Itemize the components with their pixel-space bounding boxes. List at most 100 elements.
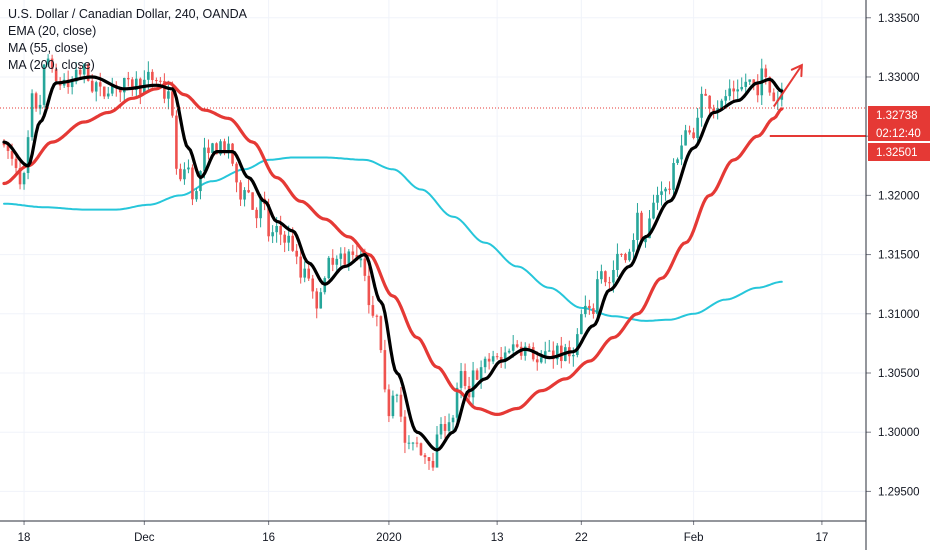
candle-body xyxy=(596,279,599,314)
candle-body xyxy=(339,253,343,259)
candle-body xyxy=(632,240,635,252)
y-tick-label: 1.31500 xyxy=(878,250,920,262)
y-tick-label: 1.33500 xyxy=(878,13,920,25)
candle-body xyxy=(720,100,723,108)
legend-ema20[interactable]: EMA (20, close) xyxy=(8,24,97,38)
candle-body xyxy=(543,351,547,358)
candle-body xyxy=(387,389,391,417)
candle-body xyxy=(203,147,206,172)
candle-body xyxy=(82,64,86,75)
candle-body xyxy=(539,357,543,363)
x-tick-label: 13 xyxy=(491,532,504,544)
candle-body xyxy=(327,257,331,279)
y-tick-label: 1.33000 xyxy=(878,72,920,84)
candle-body xyxy=(247,190,250,193)
candle-body xyxy=(26,137,30,174)
candle-body xyxy=(271,232,274,237)
candle-body xyxy=(555,345,559,360)
x-tick-label: Feb xyxy=(684,532,704,544)
y-tick-label: 1.31000 xyxy=(878,309,920,321)
time-axis[interactable]: 18 Dec 16 2020 13 22 Feb 17 xyxy=(0,520,866,544)
candle-body xyxy=(668,188,671,190)
candle-body xyxy=(463,371,467,386)
arrow-shaft xyxy=(772,64,803,108)
candle-body xyxy=(636,212,639,241)
candle-body xyxy=(515,344,519,347)
candle-body xyxy=(299,256,302,278)
candle-body xyxy=(688,130,691,133)
legend-ma55[interactable]: MA (55, close) xyxy=(8,41,88,55)
candle-body xyxy=(447,422,451,431)
y-tick-label: 1.32000 xyxy=(878,190,920,202)
candle-body xyxy=(423,455,427,458)
candle-body xyxy=(471,370,475,398)
candle-body xyxy=(42,64,46,105)
candle-body xyxy=(94,82,98,92)
candle-body xyxy=(135,78,138,91)
candle-body xyxy=(183,169,186,180)
candle-body xyxy=(487,358,491,362)
candle-body xyxy=(171,91,174,116)
candle-body xyxy=(744,81,748,87)
candle-body xyxy=(279,225,282,235)
candle-body xyxy=(287,235,290,243)
candle-body xyxy=(110,85,114,94)
candle-body xyxy=(415,442,419,444)
candle-body xyxy=(163,80,166,99)
candle-body xyxy=(748,79,752,82)
last-price-text: 1.32738 xyxy=(876,110,918,122)
candle-body xyxy=(427,457,431,462)
candle-body xyxy=(90,80,94,92)
candle-body xyxy=(283,234,286,243)
candle-body xyxy=(696,117,699,139)
candle-body xyxy=(431,461,435,468)
candle-body xyxy=(371,305,375,316)
candle-body xyxy=(367,275,371,306)
countdown-badge xyxy=(868,124,930,141)
candle-body xyxy=(419,443,423,456)
candle-body xyxy=(147,71,150,80)
candle-body xyxy=(624,253,627,261)
candle-body xyxy=(764,68,768,78)
x-tick-label: 22 xyxy=(575,532,588,544)
price-axis[interactable]: 1.335001.330001.325001.320001.315001.310… xyxy=(865,0,920,550)
candle-body xyxy=(403,416,407,443)
ma55-path xyxy=(2,81,784,416)
candle-body xyxy=(54,69,58,81)
candle-body xyxy=(616,253,619,270)
candle-body xyxy=(167,91,170,99)
x-tick-label: 2020 xyxy=(376,532,402,544)
candle-body xyxy=(756,84,760,96)
y-tick-label: 1.30500 xyxy=(878,368,920,380)
candle-body xyxy=(407,442,411,444)
candle-body xyxy=(620,253,623,255)
candle-body xyxy=(475,370,479,380)
y-tick-label: 1.30000 xyxy=(878,427,920,439)
last-price-badge xyxy=(868,106,930,124)
candle-body xyxy=(547,350,551,352)
candle-body xyxy=(191,167,194,200)
candle-body xyxy=(219,141,222,155)
candle-body xyxy=(331,257,335,265)
candle-body xyxy=(399,394,403,417)
candle-body xyxy=(199,171,202,192)
chart-grid xyxy=(0,0,866,521)
candle-body xyxy=(664,188,667,192)
legend-ma200[interactable]: MA (200, close) xyxy=(8,58,95,72)
candle-body xyxy=(604,271,607,283)
candle-body xyxy=(551,350,555,360)
candle-body xyxy=(588,305,591,309)
candle-body xyxy=(10,150,14,159)
candle-body xyxy=(66,79,70,88)
candle-body xyxy=(383,350,387,390)
candle-body xyxy=(106,93,110,97)
x-tick-label: Dec xyxy=(134,532,155,544)
candle-body xyxy=(231,143,234,164)
candle-body xyxy=(511,344,515,351)
candle-body xyxy=(411,442,415,444)
candle-body xyxy=(379,316,383,351)
candle-body xyxy=(692,132,695,139)
candle-body xyxy=(175,115,178,169)
candle-body xyxy=(708,95,711,109)
